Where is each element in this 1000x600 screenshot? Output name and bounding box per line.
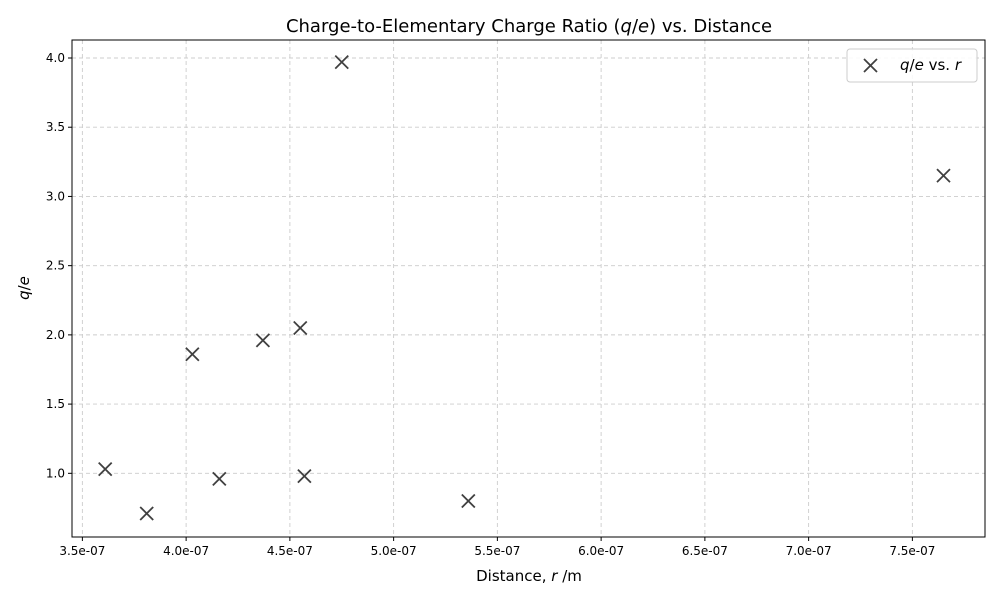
legend: q/e vs. r [846,48,978,83]
data-points [98,55,951,521]
grid-lines [72,40,985,537]
x-tick-label: 5.0e-07 [371,544,417,558]
x-axis-ticks: 3.5e-07 4.0e-07 4.5e-07 5.0e-07 5.5e-07 6.0e-… [59,537,935,558]
y-axis-ticks: 1.0 1.5 2.0 2.5 3.0 3.5 4.0 [46,51,72,480]
y-tick-label: 3.5 [46,120,65,134]
legend-label: q/e vs. r [900,56,962,74]
x-tick-label: 3.5e-07 [59,544,105,558]
x-tick-label: 4.5e-07 [267,544,313,558]
data-point [936,168,951,183]
y-tick-label: 2.0 [46,328,65,342]
data-point [98,462,113,477]
chart-title: Charge-to-Elementary Charge Ratio (q/e) … [286,16,772,37]
data-point [334,55,349,70]
x-tick-label: 4.0e-07 [163,544,209,558]
y-tick-label: 4.0 [46,51,65,65]
data-point [185,347,200,362]
y-axis-label: q/e [15,276,33,300]
x-axis-label: Distance, r /m [476,567,582,585]
plot-frame [71,39,986,538]
x-tick-label: 7.0e-07 [786,544,832,558]
data-point [255,333,271,348]
data-point [139,506,154,521]
y-tick-label: 2.5 [46,259,65,273]
y-tick-label: 1.0 [46,466,65,480]
x-tick-label: 6.5e-07 [682,544,728,558]
x-tick-label: 7.5e-07 [889,544,935,558]
legend-marker-icon [863,58,878,73]
data-point [461,493,476,509]
x-tick-label: 5.5e-07 [474,544,520,558]
data-point [293,320,308,336]
y-tick-label: 3.0 [46,189,65,203]
y-tick-label: 1.5 [46,397,65,411]
data-point [297,468,312,484]
data-point [212,471,227,486]
x-tick-label: 6.0e-07 [578,544,624,558]
legend-box [846,48,978,83]
